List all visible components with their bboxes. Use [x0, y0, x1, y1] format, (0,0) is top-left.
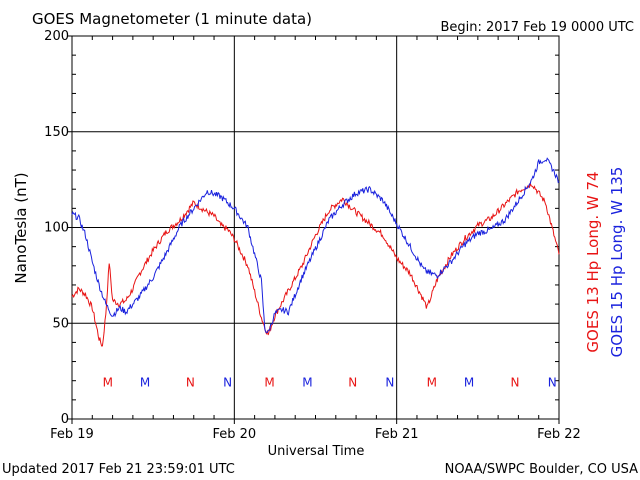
grid-lines [72, 36, 559, 419]
marker-m: M [464, 375, 474, 389]
updated-timestamp: Updated 2017 Feb 21 23:59:01 UTC [2, 462, 235, 477]
credit-label: NOAA/SWPC Boulder, CO USA [445, 462, 638, 477]
y-axis-label: NanoTesla (nT) [12, 172, 30, 283]
marker-n: N [385, 375, 394, 389]
marker-n: N [223, 375, 232, 389]
marker-m: M [264, 375, 274, 389]
x-tick-label: Feb 19 [50, 427, 94, 442]
series-line-goes13 [71, 181, 560, 347]
marker-m: M [140, 375, 150, 389]
marker-m: M [103, 375, 113, 389]
y-tick-label: 150 [44, 125, 69, 140]
x-tick-label: Feb 21 [375, 427, 419, 442]
chart-title: GOES Magnetometer (1 minute data) [32, 10, 312, 28]
marker-m: M [302, 375, 312, 389]
y-tick-label: 100 [44, 221, 69, 236]
marker-n: N [548, 375, 557, 389]
begin-time-label: Begin: 2017 Feb 19 0000 UTC [440, 20, 634, 35]
series-line-goes15 [71, 157, 560, 334]
marker-m: M [427, 375, 437, 389]
x-tick-label: Feb 22 [537, 427, 581, 442]
x-tick-label: Feb 20 [212, 427, 256, 442]
marker-n: N [348, 375, 357, 389]
series-lines [71, 157, 560, 347]
marker-n: N [186, 375, 195, 389]
y-axis-ticks: 0 50 100 150 200 [44, 29, 559, 427]
y-tick-label: 0 [61, 412, 69, 427]
marker-n: N [511, 375, 520, 389]
legend-goes13: GOES 13 Hp Long. W 74 [584, 171, 602, 352]
legend-goes15: GOES 15 Hp Long. W 135 [608, 167, 626, 358]
x-axis-label: Universal Time [268, 444, 365, 459]
x-axis-ticks: Feb 19 Feb 20 Feb 21 Feb 22 [50, 36, 581, 442]
y-tick-label: 200 [44, 29, 69, 44]
y-tick-label: 50 [52, 316, 69, 331]
